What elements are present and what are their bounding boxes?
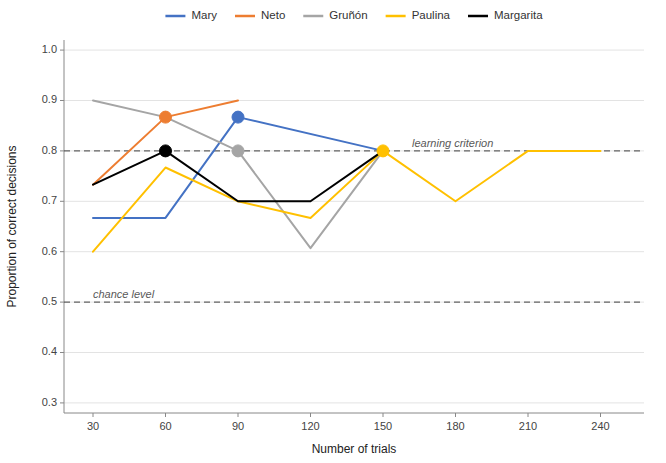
y-tick-label: 0.5 [42,295,57,307]
legend-label: Gruñón [329,9,367,21]
y-tick [60,201,64,202]
y-tick [60,100,64,101]
x-tick [93,413,94,417]
y-tick [60,150,64,151]
x-tick-label: 150 [374,420,392,432]
highlight-point [232,111,244,123]
series [93,100,601,251]
legend-label: Margarita [494,9,543,21]
reference-lines [64,151,644,302]
x-tick-label: 210 [519,420,537,432]
x-tick [528,413,529,417]
x-tick-label: 90 [232,420,244,432]
y-tick-label: 0.9 [42,93,57,105]
legend-item: Neto [235,9,285,21]
x-axis-label: Number of trials [312,442,397,456]
highlight-point [160,145,172,157]
x-tick [165,413,166,417]
grid-line [64,201,644,202]
y-axis-label: Proportion of correct decisions [5,145,19,307]
x-tick-label: 60 [159,420,171,432]
y-tick [60,50,64,51]
series-line [93,151,601,252]
legend: Mary Neto Gruñón Paulina Margarita [165,9,543,21]
grid-line [64,352,644,353]
y-tick [60,251,64,252]
highlight-point [232,145,244,157]
grid [64,50,644,403]
series-line [93,100,238,184]
series-line [93,117,383,218]
grid-line [64,100,644,101]
y-tick-label: 0.8 [42,144,57,156]
legend-label: Mary [191,9,217,21]
legend-swatch [386,15,406,18]
x-tick [238,413,239,417]
x-tick-label: 30 [87,420,99,432]
y-tick-label: 1.0 [42,43,57,55]
x-tick [383,413,384,417]
grid-line [64,50,644,51]
highlight-point [377,145,389,157]
y-tick [60,352,64,353]
legend-swatch [165,15,185,18]
grid-line [64,251,644,252]
y-tick-label: 0.6 [42,245,57,257]
x-tick-label: 180 [446,420,464,432]
legend-label: Neto [261,9,285,21]
x-tick [310,413,311,417]
x-tick [600,413,601,417]
series-line [93,151,383,201]
legend-item: Gruñón [303,9,367,21]
series-line [93,100,383,248]
legend-swatch [468,15,488,18]
legend-swatch [303,15,323,18]
reference-label: learning criterion [412,137,493,149]
highlight-point [160,111,172,123]
y-tick-label: 0.7 [42,194,57,206]
x-tick [455,413,456,417]
x-tick-label: 240 [591,420,609,432]
grid-line [64,402,644,403]
legend-swatch [235,15,255,18]
y-axis-line [64,40,65,413]
reference-line [64,302,644,303]
legend-label: Paulina [412,9,451,21]
x-tick-label: 120 [301,420,319,432]
y-tick [60,402,64,403]
y-tick [60,302,64,303]
legend-item: Paulina [386,9,451,21]
legend-item: Mary [165,9,217,21]
y-tick-label: 0.4 [42,345,57,357]
reference-label: chance level [93,288,155,300]
axes: 0.3 0.4 0.5 0.6 0.7 0.8 0.9 1.0 30 60 90 120 150 180 2… [42,40,644,432]
chart: 0.3 0.4 0.5 0.6 0.7 0.8 0.9 1.0 30 60 90 120 150 180 2… [0,0,666,463]
grid-line [64,302,644,303]
y-tick-label: 0.3 [42,396,57,408]
x-axis-line [64,413,644,414]
legend-item: Margarita [468,9,543,21]
